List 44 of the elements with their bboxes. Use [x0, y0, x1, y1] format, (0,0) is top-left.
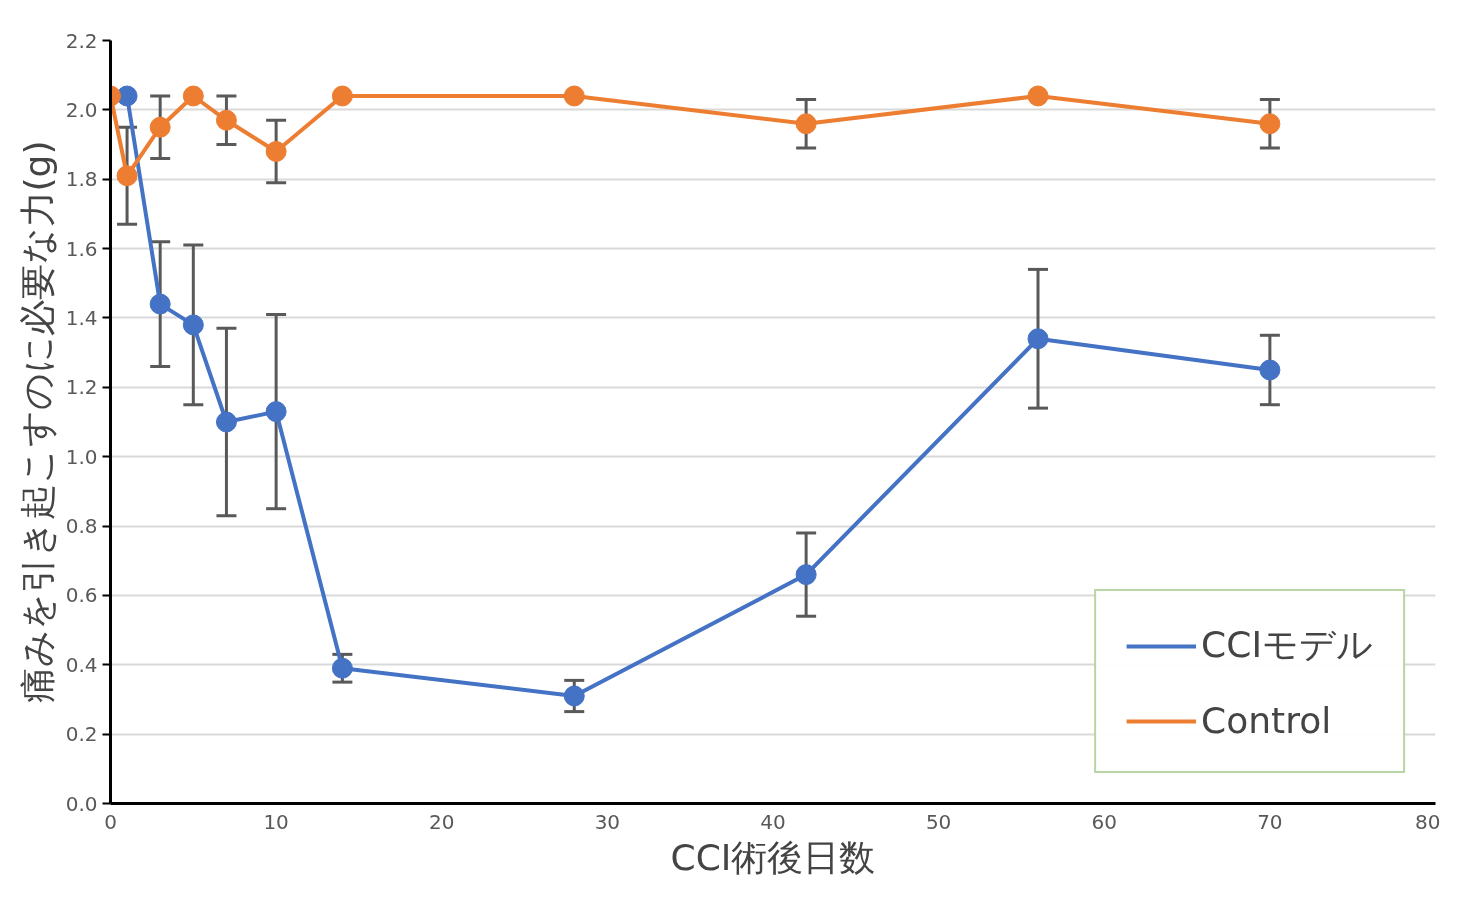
y-tick-label: 2.0	[65, 97, 98, 122]
y-tick-label: 1.8	[65, 167, 98, 192]
y-tick-label: 0.2	[65, 722, 98, 747]
point	[1259, 113, 1281, 135]
x-tick-label: 10	[263, 809, 289, 834]
x-tick-label: 80	[1415, 809, 1441, 834]
y-tick-label: 1.4	[65, 305, 98, 330]
y-tick-label: 1.0	[65, 444, 98, 469]
y-tick-label: 1.2	[65, 375, 98, 400]
point	[563, 685, 585, 707]
point	[795, 113, 817, 135]
legend-label: Control	[1201, 700, 1332, 741]
y-tick-label: 0.8	[65, 514, 98, 539]
y-axis-title: 痛みを引き起こすのに必要な力(g)	[16, 140, 58, 704]
x-tick-label: 60	[1091, 809, 1117, 834]
point	[265, 401, 287, 423]
point	[563, 85, 585, 107]
point	[182, 314, 204, 336]
point	[331, 85, 353, 107]
point	[331, 657, 353, 679]
point	[1027, 85, 1049, 107]
x-tick-label: 40	[760, 809, 786, 834]
point	[215, 411, 237, 433]
point	[265, 141, 287, 162]
point	[149, 116, 171, 138]
y-tick-label: 2.2	[65, 28, 98, 53]
x-tick-label: 30	[594, 809, 621, 834]
point	[182, 85, 204, 107]
y-tick-label: 0.0	[65, 791, 98, 816]
legend-label: CCIモデル	[1201, 623, 1373, 667]
point	[215, 109, 237, 131]
point	[116, 165, 138, 187]
x-tick-label: 0	[104, 809, 117, 834]
y-tick-label: 0.4	[65, 652, 98, 677]
x-tick-label: 20	[429, 809, 455, 834]
x-tick-label: 50	[925, 809, 952, 834]
point	[1027, 328, 1049, 350]
y-tick-label: 1.6	[65, 236, 98, 261]
y-tick-label: 0.6	[65, 583, 98, 608]
x-tick-label: 70	[1257, 809, 1283, 834]
x-axis-title: CCI術後日数	[670, 836, 876, 878]
point	[149, 293, 171, 315]
point	[1259, 359, 1281, 381]
point	[795, 564, 817, 586]
